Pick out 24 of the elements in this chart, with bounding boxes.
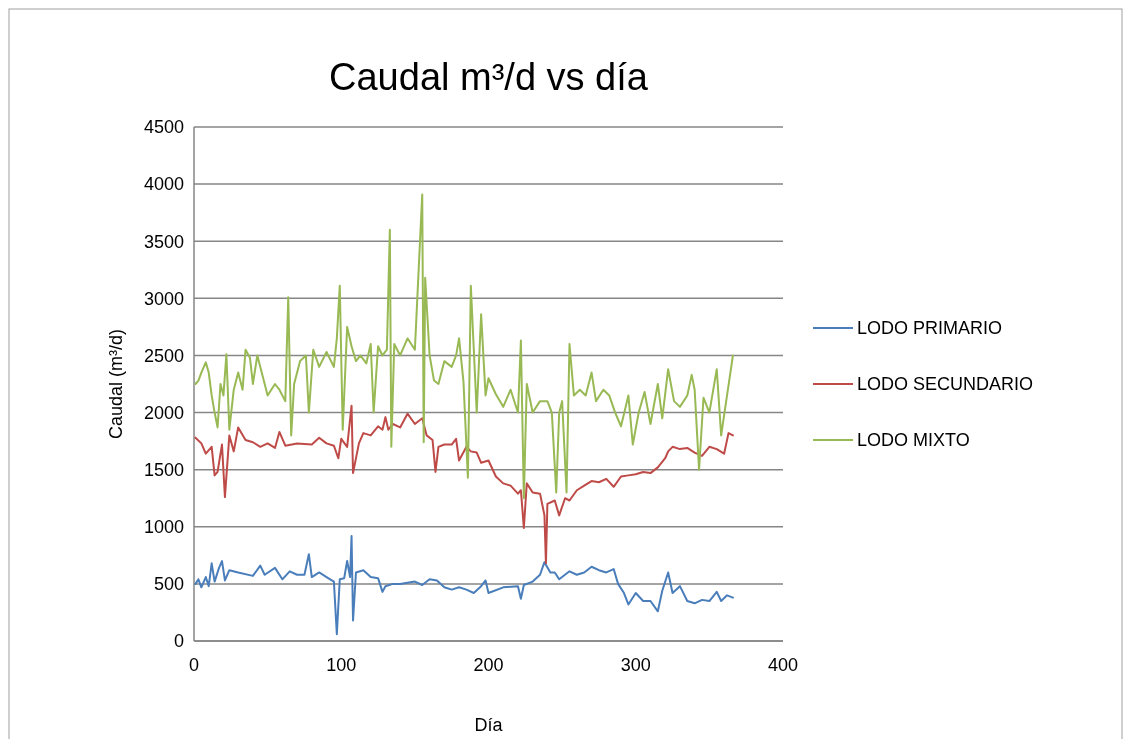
y-tick-label: 500 xyxy=(153,574,184,595)
y-tick-label: 4000 xyxy=(143,174,184,195)
y-tick-label: 3500 xyxy=(143,231,184,252)
y-tick-label: 4500 xyxy=(143,117,184,138)
line-series xyxy=(194,404,734,565)
y-tick-label: 1500 xyxy=(143,459,184,480)
y-tick-label: 2500 xyxy=(143,345,184,366)
line-series xyxy=(194,193,734,500)
y-tick-label: 3000 xyxy=(143,288,184,309)
legend-label: LODO MIXTO xyxy=(857,430,970,451)
y-tick-label: 0 xyxy=(173,631,184,652)
x-tick-label: 100 xyxy=(326,655,357,675)
y-tick-label: 2000 xyxy=(143,402,184,423)
x-tick-label: 0 xyxy=(188,655,200,675)
x-axis-title: Día xyxy=(474,715,504,735)
line-series xyxy=(194,534,734,636)
x-tick-label: 400 xyxy=(767,655,799,675)
y-axis-title: Caudal (m³/d) xyxy=(106,328,126,440)
legend-label: LODO PRIMARIO xyxy=(857,318,1003,339)
chart-title: Caudal m³/d vs día xyxy=(329,56,649,98)
legend-label: LODO SECUNDARIO xyxy=(857,374,1034,395)
y-tick-label: 1000 xyxy=(143,517,184,538)
x-tick-label: 300 xyxy=(620,655,651,675)
x-tick-label: 200 xyxy=(473,655,504,675)
